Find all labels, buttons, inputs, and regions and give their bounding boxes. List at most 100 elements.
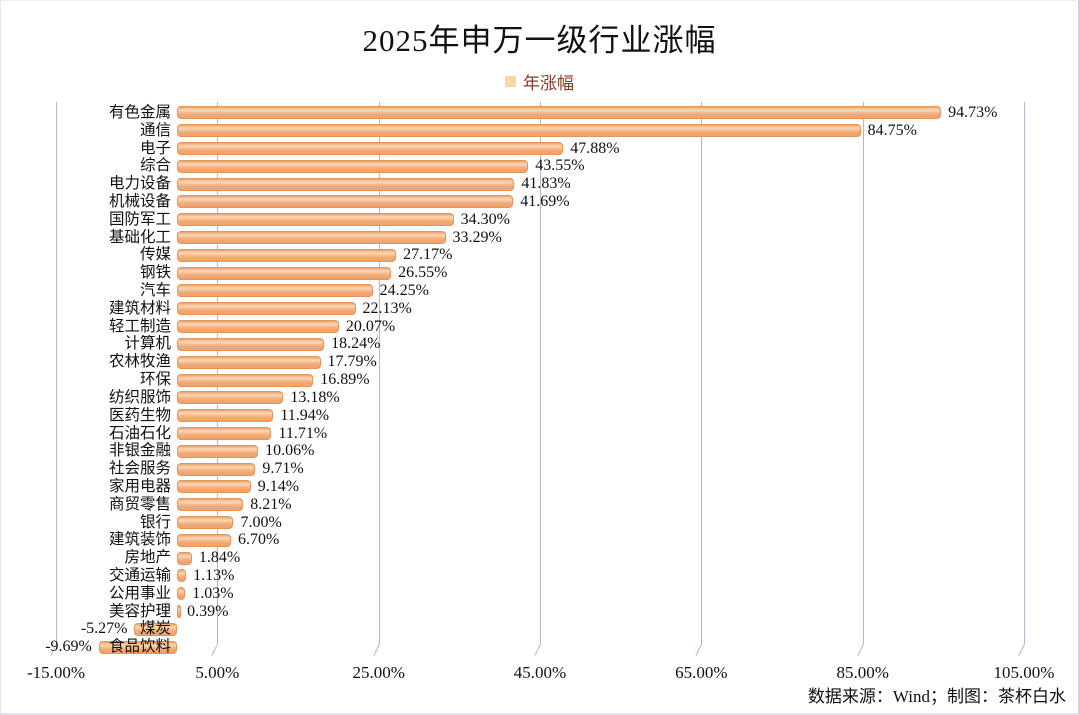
gridline bbox=[1024, 102, 1025, 644]
value-label: 94.73% bbox=[948, 104, 998, 121]
category-label: 非银金融 bbox=[108, 442, 171, 460]
value-label: 34.30% bbox=[460, 210, 510, 228]
category-label: 石油石化 bbox=[108, 424, 171, 442]
bar bbox=[177, 426, 272, 440]
category-label: 电子 bbox=[139, 139, 171, 157]
category-label: 房地产 bbox=[124, 549, 171, 567]
value-label: 9.14% bbox=[257, 477, 300, 495]
bar bbox=[177, 373, 314, 387]
gridline bbox=[540, 102, 541, 644]
value-label: 7.00% bbox=[240, 513, 282, 531]
gridline bbox=[378, 102, 380, 644]
value-label: 43.55% bbox=[535, 157, 585, 175]
bar bbox=[177, 498, 244, 512]
axis-tick bbox=[373, 643, 380, 656]
category-label: 食品饮料 bbox=[108, 638, 171, 656]
category-label: 环保 bbox=[139, 371, 171, 389]
value-label: 6.70% bbox=[238, 531, 280, 549]
category-label: 医药生物 bbox=[108, 406, 171, 424]
category-label: 社会服务 bbox=[108, 460, 171, 478]
bar bbox=[177, 462, 256, 476]
bar bbox=[177, 159, 529, 173]
category-label: 机械设备 bbox=[108, 193, 171, 211]
category-label: 商贸零售 bbox=[108, 495, 171, 513]
bar bbox=[177, 213, 454, 227]
value-label: 27.17% bbox=[403, 246, 453, 264]
gridline bbox=[701, 102, 703, 644]
category-label: 有色金属 bbox=[108, 104, 171, 121]
category-label: 轻工制造 bbox=[108, 317, 171, 335]
chart-title: 2025年申万一级行业涨幅 bbox=[362, 23, 717, 58]
value-label: 26.55% bbox=[398, 264, 448, 282]
value-label: 11.71% bbox=[278, 424, 328, 442]
bar bbox=[177, 177, 515, 191]
x-tick-label: -15.00% bbox=[26, 663, 86, 682]
category-label: 纺织服饰 bbox=[108, 388, 171, 406]
bar bbox=[177, 106, 942, 120]
value-label: 17.79% bbox=[327, 353, 377, 371]
value-label: 18.24% bbox=[331, 335, 381, 353]
category-label: 建筑装饰 bbox=[108, 531, 171, 549]
value-label: 8.21% bbox=[250, 495, 292, 513]
value-label: -5.27% bbox=[80, 620, 128, 638]
legend-marker-icon bbox=[505, 76, 516, 87]
category-label: 银行 bbox=[139, 513, 171, 531]
bar bbox=[177, 355, 321, 369]
value-label: 1.84% bbox=[198, 549, 241, 567]
bar bbox=[177, 284, 373, 298]
value-label: 1.13% bbox=[193, 566, 235, 584]
category-label: 公用事业 bbox=[108, 584, 171, 602]
bar bbox=[177, 409, 274, 423]
bar bbox=[98, 640, 177, 654]
category-label: 基础化工 bbox=[108, 228, 171, 246]
axis-tick bbox=[211, 643, 219, 656]
value-label: 84.75% bbox=[867, 121, 917, 139]
value-label: 10.06% bbox=[265, 442, 315, 460]
bar bbox=[134, 622, 177, 636]
bar bbox=[177, 569, 187, 583]
bar bbox=[177, 515, 234, 529]
category-label: 计算机 bbox=[124, 335, 171, 353]
category-label: 煤炭 bbox=[139, 620, 171, 638]
x-tick-label: 5.00% bbox=[195, 663, 240, 682]
axis-tick bbox=[1018, 643, 1025, 656]
bar bbox=[177, 551, 192, 565]
gridline bbox=[862, 102, 864, 644]
category-label: 钢铁 bbox=[139, 264, 171, 282]
bar bbox=[177, 231, 446, 245]
category-label: 家用电器 bbox=[108, 477, 171, 495]
value-label: 22.13% bbox=[362, 299, 412, 317]
legend-label: 年涨幅 bbox=[523, 74, 574, 93]
category-label: 电力设备 bbox=[108, 175, 171, 193]
category-label: 汽车 bbox=[139, 282, 171, 300]
category-label: 美容护理 bbox=[108, 602, 171, 620]
bar bbox=[177, 320, 339, 334]
value-label: 16.89% bbox=[320, 371, 370, 389]
bar bbox=[177, 604, 181, 618]
category-label: 国防军工 bbox=[108, 210, 171, 228]
value-label: 13.18% bbox=[290, 388, 340, 406]
bar bbox=[177, 302, 356, 316]
value-label: 47.88% bbox=[570, 139, 620, 157]
bar bbox=[177, 391, 284, 405]
bar bbox=[177, 124, 861, 138]
category-label: 综合 bbox=[139, 157, 171, 175]
value-label: 11.94% bbox=[280, 406, 330, 424]
axis-tick bbox=[534, 643, 541, 656]
value-label: 1.03% bbox=[192, 584, 234, 602]
bar bbox=[177, 533, 232, 547]
value-label: 20.07% bbox=[345, 317, 396, 335]
category-label: 建筑材料 bbox=[108, 299, 171, 317]
bar bbox=[177, 142, 564, 156]
axis-tick bbox=[695, 643, 703, 656]
x-tick-label: 85.00% bbox=[836, 663, 889, 682]
bar bbox=[177, 444, 259, 458]
gridline bbox=[56, 102, 57, 644]
value-label: 41.69% bbox=[520, 193, 570, 211]
bar bbox=[177, 195, 514, 209]
x-tick-label: 25.00% bbox=[352, 663, 405, 682]
gridline bbox=[217, 102, 219, 644]
value-label: -9.69% bbox=[45, 638, 92, 656]
